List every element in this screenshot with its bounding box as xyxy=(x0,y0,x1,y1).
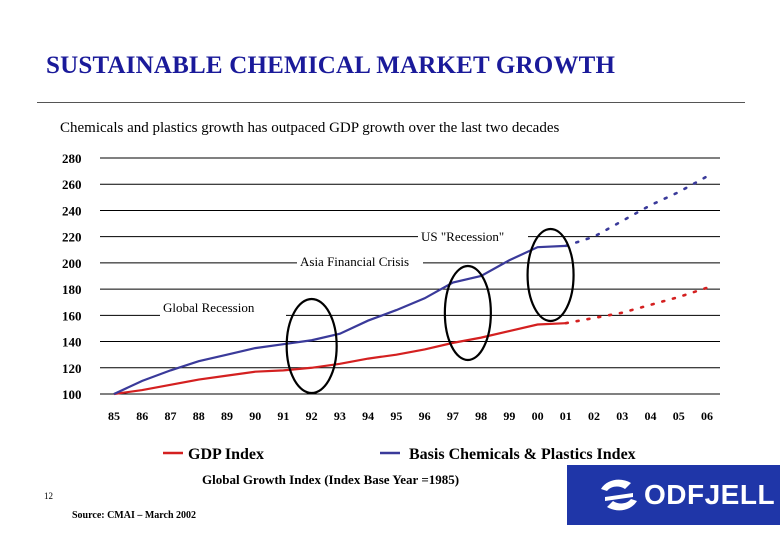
source-note: Source: CMAI – March 2002 xyxy=(72,510,197,521)
y-axis-tick-labels: 100 120 140 160 180 200 220 240 260 280 xyxy=(62,151,82,402)
x-tick-label: 00 xyxy=(532,409,544,423)
chart-legend: GDP Index Basis Chemicals & Plastics Inde… xyxy=(163,446,636,463)
x-tick-label: 95 xyxy=(390,409,402,423)
x-tick-label: 96 xyxy=(419,409,431,423)
x-tick-label: 92 xyxy=(306,409,318,423)
x-tick-label: 98 xyxy=(475,409,487,423)
x-axis-tick-labels: 85 86 87 88 89 90 91 92 93 94 95 96 97 98 99 00 01 02 03 04… xyxy=(108,409,713,423)
chart-series xyxy=(113,175,709,396)
x-tick-label: 99 xyxy=(503,409,515,423)
x-tick-label: 89 xyxy=(221,409,233,423)
y-tick-label: 180 xyxy=(62,282,82,297)
page-number: 12 xyxy=(44,491,53,501)
title-divider xyxy=(37,102,745,103)
logo-mark-icon xyxy=(601,479,637,511)
chart-gridlines xyxy=(100,157,720,395)
x-tick-label: 90 xyxy=(249,409,261,423)
y-tick-label: 140 xyxy=(62,335,82,350)
y-tick-label: 260 xyxy=(62,177,82,192)
event-highlight-ellipse xyxy=(285,297,338,395)
event-annotation: Global Recession xyxy=(163,300,255,315)
slide-title: SUSTAINABLE CHEMICAL MARKET GROWTH xyxy=(46,52,616,79)
logo-text: ODFJELL xyxy=(644,479,776,510)
x-tick-label: 02 xyxy=(588,409,600,423)
x-tick-label: 94 xyxy=(362,409,374,423)
annotation-label-background xyxy=(418,227,528,245)
series-line-forecast xyxy=(564,175,709,248)
event-annotation: Asia Financial Crisis xyxy=(300,254,409,269)
x-tick-label: 04 xyxy=(645,409,657,423)
event-annotations: Global Recession Asia Financial Crisis US … xyxy=(163,229,504,315)
x-tick-label: 91 xyxy=(277,409,289,423)
x-tick-label: 86 xyxy=(136,409,148,423)
x-tick-label: 93 xyxy=(334,409,346,423)
y-tick-label: 280 xyxy=(62,151,82,166)
x-tick-label: 85 xyxy=(108,409,120,423)
x-tick-label: 87 xyxy=(164,409,176,423)
annotation-label-backgrounds xyxy=(160,227,528,316)
series-line-forecast xyxy=(564,286,709,325)
x-axis-caption: Global Growth Index (Index Base Year =19… xyxy=(202,472,460,487)
slide-subtitle: Chemicals and plastics growth has outpac… xyxy=(60,120,560,136)
event-highlight-ellipse xyxy=(526,227,575,323)
y-tick-label: 120 xyxy=(62,361,82,376)
y-tick-label: 100 xyxy=(62,387,82,402)
x-tick-label: 06 xyxy=(701,409,713,423)
x-tick-label: 03 xyxy=(616,409,628,423)
event-annotation: US "Recession" xyxy=(421,229,504,244)
y-tick-label: 240 xyxy=(62,203,82,218)
odfjell-logo: ODFJELL xyxy=(567,465,780,525)
annotation-label-background xyxy=(297,252,423,270)
x-tick-label: 01 xyxy=(560,409,572,423)
y-tick-label: 220 xyxy=(62,230,82,245)
y-tick-label: 160 xyxy=(62,308,82,323)
event-highlight-ellipse xyxy=(443,264,492,362)
annotation-label-background xyxy=(160,298,286,316)
x-tick-label: 88 xyxy=(193,409,205,423)
x-tick-label: 97 xyxy=(447,409,459,423)
legend-label: Basis Chemicals & Plastics Index xyxy=(409,446,636,463)
legend-label: GDP Index xyxy=(188,446,264,463)
y-tick-label: 200 xyxy=(62,256,82,271)
x-tick-label: 05 xyxy=(673,409,685,423)
event-highlight-ellipses xyxy=(285,227,575,395)
